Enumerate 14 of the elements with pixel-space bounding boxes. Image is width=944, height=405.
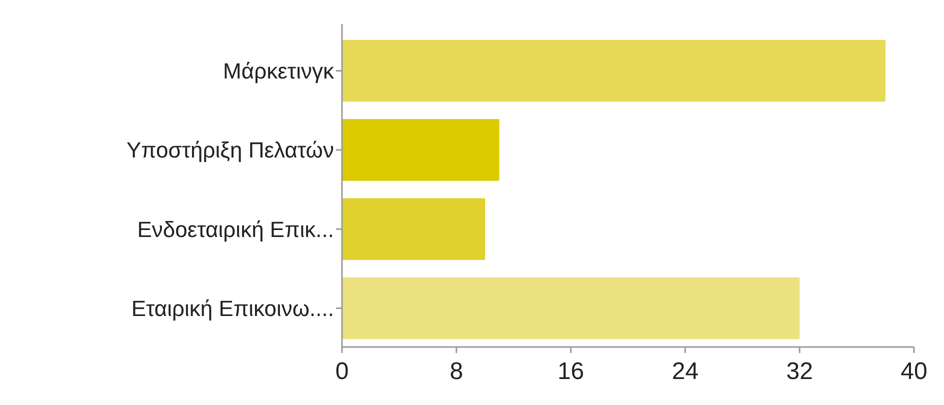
x-tick-label: 16 xyxy=(557,358,584,385)
y-tick-label: Υποστήριξη Πελατών xyxy=(126,138,334,163)
bar xyxy=(342,40,886,102)
x-tick-label: 40 xyxy=(900,358,928,385)
x-tick-label: 0 xyxy=(335,358,349,385)
x-tick-label: 24 xyxy=(672,358,699,385)
x-tick-label: 8 xyxy=(450,358,464,385)
y-tick-label: Εταιρική Επικοινω.... xyxy=(131,296,334,321)
x-tick-label: 32 xyxy=(786,358,813,385)
y-tick-label: Ενδοεταιρική Επικ... xyxy=(137,216,334,242)
bar xyxy=(342,277,800,340)
y-tick-label: Μάρκετινγκ xyxy=(223,58,335,84)
bar xyxy=(342,119,500,181)
bar xyxy=(342,198,485,260)
